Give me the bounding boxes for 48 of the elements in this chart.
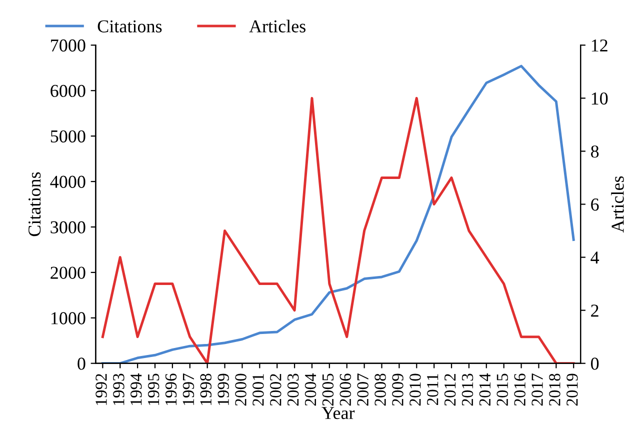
x-tick-label: 2008 — [374, 374, 386, 406]
x-tick-label: 1992 — [96, 374, 107, 405]
x-tick-label: 2014 — [479, 373, 491, 406]
y2-axis-title: Articles — [611, 176, 624, 233]
x-tick-label: 2011 — [426, 374, 438, 406]
x-tick-label: 1997 — [182, 374, 194, 405]
y-axis-title: Citations — [28, 172, 41, 236]
legend-label: Citations — [98, 20, 162, 32]
y2-tick-label: 0 — [590, 358, 599, 370]
legend-label: Articles — [249, 20, 306, 32]
y-tick-label: 3000 — [50, 221, 86, 234]
x-tick-label: 1995 — [148, 374, 160, 405]
x-tick-label: 2001 — [252, 374, 264, 406]
x-tick-label: 2012 — [444, 374, 456, 406]
x-tick-label: 2016 — [514, 374, 526, 406]
x-tick-label: 2007 — [357, 374, 368, 406]
x-tick-label: 2006 — [340, 374, 352, 406]
x-tick-label: 1996 — [165, 374, 177, 405]
y-tick-label: 7000 — [51, 39, 86, 52]
y2-tick-label: 10 — [592, 92, 608, 105]
y-tick-label: 0 — [78, 358, 86, 370]
x-tick-label: 2002 — [270, 374, 282, 406]
y2-tick-label: 6 — [591, 198, 599, 211]
x-tick-label: 1998 — [200, 374, 212, 405]
x-tick-label: 2018 — [549, 374, 560, 406]
x-tick-label: 2010 — [410, 374, 421, 406]
y-tick-label: 1000 — [51, 312, 86, 324]
x-tick-label: 2005 — [322, 374, 334, 406]
x-tick-label: 2004 — [304, 373, 316, 406]
y2-tick-label: 8 — [590, 145, 599, 158]
x-tick-label: 2019 — [566, 374, 578, 406]
x-tick-label: 1999 — [218, 374, 229, 405]
y2-tick-label: 2 — [591, 304, 598, 317]
x-tick-label: 2017 — [532, 374, 543, 406]
y-tick-label: 4000 — [50, 176, 86, 188]
x-tick-label: 2000 — [235, 374, 246, 406]
x-tick-label: 2013 — [462, 374, 474, 406]
x-axis-title: Year — [322, 407, 355, 420]
x-tick-label: 2009 — [392, 374, 404, 406]
y-tick-label: 5000 — [50, 130, 86, 143]
x-tick-label: 1993 — [113, 374, 124, 405]
x-tick-label: 1994 — [130, 373, 142, 405]
y2-tick-label: 12 — [592, 39, 608, 52]
y-tick-label: 2000 — [50, 266, 86, 279]
x-tick-label: 2003 — [287, 374, 299, 406]
x-tick-label: 2015 — [496, 374, 508, 406]
y-tick-label: 6000 — [50, 84, 86, 98]
y2-tick-label: 4 — [590, 252, 600, 264]
